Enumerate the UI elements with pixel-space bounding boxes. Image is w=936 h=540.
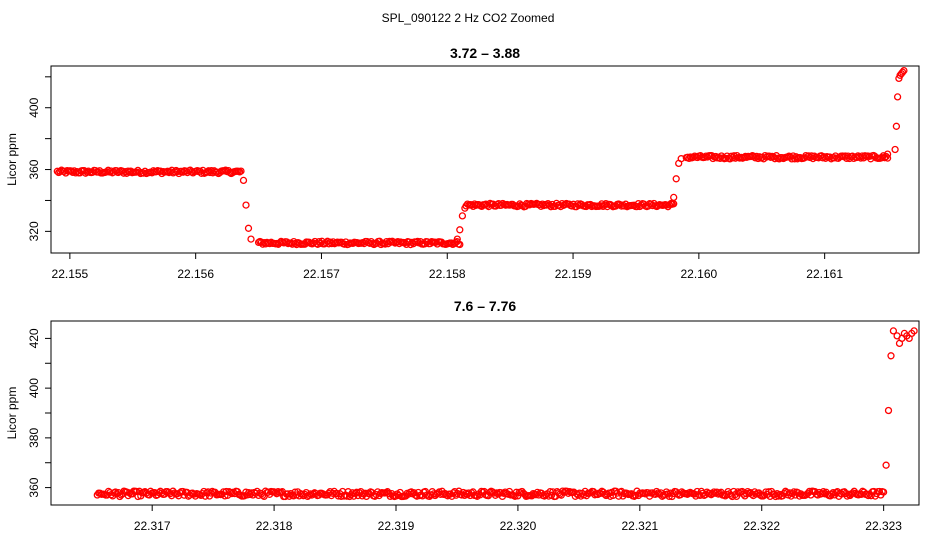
data-point [843,492,851,500]
data-point [453,235,461,243]
data-point [493,489,501,497]
data-point [910,327,918,335]
plot-bottom: 7.6 – 7.76 22.317 22.318 22.319 22.320 22.321… [5,298,920,533]
plot-top: 3.72 – 3.88 22.155 22.156 22.157 22.158 22.15… [5,45,920,281]
x-tick-label: 22.322 [743,519,780,533]
data-point [516,489,525,497]
data-point [900,66,908,75]
data-point [352,488,361,496]
x-tick-label: 22.156 [177,267,214,281]
data-point [486,488,494,496]
data-point [765,152,773,160]
x-tick-label: 22.157 [303,267,340,281]
x-tick-label: 22.318 [256,519,293,533]
data-point [239,176,248,185]
x-tick-label: 22.321 [621,519,658,533]
data-point [774,492,783,500]
plot-frame [50,320,920,506]
data-point [670,193,678,202]
plot-title: 3.72 – 3.88 [450,45,520,61]
x-tick-label: 22.319 [378,519,415,533]
y-tick-label: 360 [27,477,41,497]
data-point [458,212,467,220]
data-point [883,154,892,162]
plot-frame [50,65,920,254]
data-point [237,167,245,175]
data-point [854,491,863,499]
data-point [329,489,337,497]
y-tick-label: 380 [27,428,41,448]
data-point [892,122,901,130]
x-tick-label: 22.323 [865,519,902,533]
data-point [244,224,253,232]
data-point [247,235,255,243]
data-point [348,489,357,497]
data-point [511,492,519,500]
figure-title: SPL_090122 2 Hz CO2 Zoomed [382,11,555,25]
y-tick-label: 320 [27,221,41,241]
y-tick-label: 400 [27,378,41,398]
data-point [893,93,902,101]
y-tick-label: 360 [27,159,41,179]
x-tick-label: 22.317 [134,519,171,533]
data-point [884,406,893,415]
data-point [898,68,907,76]
x-tick-label: 22.159 [555,267,592,281]
y-axis-label: Licor ppm [5,133,19,186]
data-point [461,204,469,212]
x-tick-label: 22.161 [806,267,843,281]
data-point [623,489,631,498]
data-point [546,488,554,496]
data-point [879,488,888,496]
data-point [887,352,895,360]
y-tick-label: 400 [27,97,41,117]
data-points [93,327,918,501]
x-tick-label: 22.320 [500,519,537,533]
data-point [864,491,872,500]
data-point [221,492,229,500]
y-axis-label: Licor ppm [5,387,19,440]
data-point [111,488,120,496]
data-point [672,175,680,183]
data-point [242,201,250,209]
data-point [667,199,675,208]
x-tick-label: 22.155 [52,267,89,281]
plot-title: 7.6 – 7.76 [454,298,516,314]
data-points [53,66,908,249]
data-point [456,226,464,234]
data-point [882,461,890,469]
x-tick-label: 22.160 [681,267,718,281]
data-point [891,145,899,154]
y-tick-label: 420 [27,328,41,348]
data-point [844,490,853,498]
data-point [343,492,351,500]
data-point [875,487,884,496]
data-point [677,155,685,163]
data-point [889,327,898,335]
data-point [883,150,892,158]
x-tick-label: 22.158 [429,267,466,281]
